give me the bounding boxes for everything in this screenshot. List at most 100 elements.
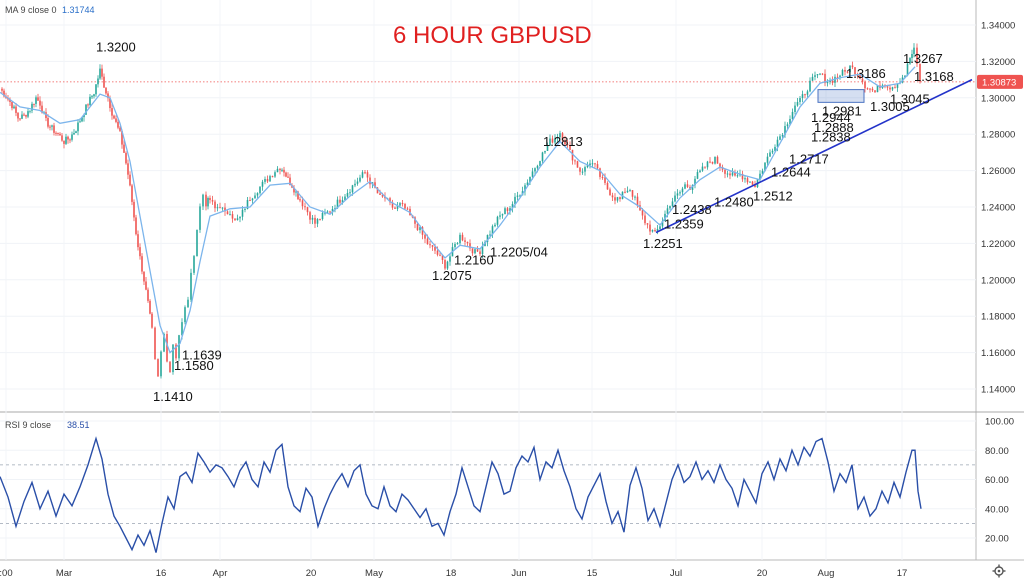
- candle-body: [309, 212, 311, 220]
- rsi-legend-name: RSI 9 close: [5, 420, 51, 430]
- candle-body: [11, 102, 13, 109]
- candle-body: [851, 65, 854, 68]
- candle-body: [694, 178, 696, 186]
- rsi-tick-label: 20.00: [985, 534, 1009, 545]
- candle-body: [671, 201, 674, 207]
- candle-body: [149, 300, 151, 314]
- consolidation-box: [817, 89, 865, 103]
- candle-body: [181, 322, 183, 336]
- candle-body: [601, 176, 604, 178]
- candle-body: [404, 203, 406, 209]
- candle-body: [913, 47, 915, 54]
- candle-body: [236, 218, 239, 221]
- candle-body: [229, 214, 231, 216]
- candle-body: [256, 193, 259, 196]
- candle-body: [891, 87, 894, 90]
- candle-body: [496, 216, 499, 225]
- candle-body: [476, 249, 479, 252]
- candle-body: [804, 94, 806, 96]
- candle-body: [486, 234, 489, 243]
- candle-body: [841, 69, 844, 76]
- candle-body: [554, 138, 556, 143]
- price-annotation: 1.3200: [96, 39, 136, 54]
- candle-body: [501, 214, 504, 216]
- candle-body: [399, 203, 401, 206]
- candle-body: [65, 136, 67, 144]
- candle-body: [754, 184, 756, 188]
- candle-body: [514, 196, 516, 204]
- candle-body: [25, 114, 27, 117]
- candle-body: [636, 196, 639, 206]
- price-annotation: 1.2512: [753, 189, 793, 204]
- time-tick-label: :00: [0, 568, 13, 579]
- candle-body: [221, 207, 224, 209]
- candle-body: [356, 181, 359, 184]
- candle-body: [794, 105, 796, 112]
- candle-body: [127, 163, 129, 175]
- candle-body: [87, 104, 89, 106]
- settings-gear-icon[interactable]: [992, 564, 1006, 578]
- candle-body: [209, 197, 211, 201]
- candle-body: [99, 68, 101, 79]
- candle-body: [19, 118, 21, 120]
- candle-body: [139, 247, 141, 257]
- candle-body: [789, 118, 791, 125]
- price-annotation: 1.2480: [714, 194, 754, 209]
- candle-body: [271, 176, 274, 178]
- candle-body: [184, 307, 186, 323]
- candle-body: [125, 152, 127, 164]
- candle-body: [469, 243, 471, 249]
- candle-body: [844, 69, 846, 72]
- candle-body: [75, 131, 77, 134]
- candle-body: [304, 206, 306, 208]
- candle-body: [444, 259, 446, 269]
- candle-body: [401, 203, 404, 205]
- candle-body: [906, 63, 909, 76]
- candle-body: [51, 125, 53, 127]
- candle-body: [117, 121, 119, 128]
- candle-body: [426, 238, 429, 245]
- price-tick-label: 1.18000: [981, 312, 1015, 323]
- candle-body: [83, 114, 85, 118]
- candle-body: [846, 71, 849, 73]
- candle-body: [509, 208, 511, 212]
- candle-body: [686, 184, 689, 187]
- candle-body: [416, 223, 419, 231]
- candle-body: [193, 256, 195, 273]
- candle-body: [283, 169, 285, 173]
- candle-body: [326, 211, 329, 213]
- candle-body: [226, 211, 229, 215]
- time-tick-label: 20: [306, 568, 317, 579]
- candle-body: [761, 170, 764, 174]
- candle-body: [141, 256, 143, 272]
- consolidation-rectangle: [817, 89, 865, 103]
- candle-body: [859, 75, 861, 79]
- candle-body: [769, 152, 771, 157]
- candle-body: [751, 181, 754, 185]
- candle-body: [649, 224, 651, 232]
- candle-body: [202, 194, 204, 207]
- price-annotation: 1.1580: [174, 358, 214, 373]
- candle-body: [359, 177, 361, 182]
- candle-body: [876, 85, 879, 93]
- candle-body: [576, 161, 579, 168]
- candle-body: [904, 75, 906, 78]
- candle-body: [784, 126, 786, 136]
- price-tick-label: 1.14000: [981, 385, 1015, 396]
- candle-body: [494, 224, 496, 227]
- candle-body: [103, 76, 105, 88]
- price-tick-label: 1.24000: [981, 203, 1015, 214]
- candle-body: [854, 67, 856, 75]
- candle-body: [13, 106, 15, 109]
- candle-body: [584, 167, 586, 172]
- candle-body: [511, 203, 514, 209]
- candle-body: [711, 161, 714, 164]
- candle-body: [211, 200, 214, 202]
- price-annotation: 1.1410: [153, 389, 193, 404]
- price-tick-label: 1.16000: [981, 348, 1015, 359]
- candle-body: [434, 246, 436, 251]
- price-annotation: 1.3045: [890, 92, 930, 107]
- candle-body: [137, 234, 139, 248]
- price-axis-ticks: 1.34000 1.32000 1.30000 1.28000 1.26000 1.240…: [981, 21, 1015, 396]
- candle-body: [481, 246, 484, 255]
